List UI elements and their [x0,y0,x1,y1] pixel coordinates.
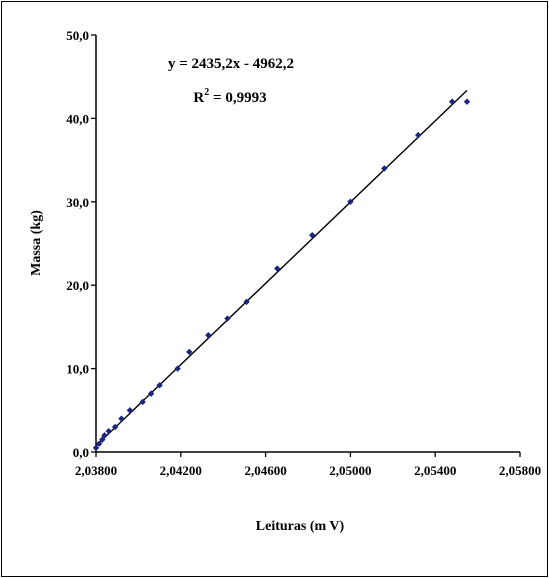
data-point [95,440,103,447]
x-axis-label: Leituras (m V) [256,519,345,534]
r-squared-label: R2 = 0,9993 [193,87,266,106]
y-tick-label: 30,0 [66,195,89,210]
y-tick-label: 0,0 [73,445,89,460]
data-point [139,398,146,406]
x-tick-labels: 2,03800 2,04200 2,04600 2,05000 2,05400 2,058… [75,463,541,478]
data-point [101,432,108,439]
data-point [205,332,212,339]
data-point [111,423,119,431]
trendline-equation: y = 2435,2x - 4962,2 [168,56,294,72]
x-tick-label: 2,04200 [160,463,202,478]
x-tick-label: 2,05000 [329,463,371,478]
data-point [243,298,250,306]
trendline [93,89,468,449]
data-point [118,415,125,422]
data-point [381,165,388,172]
y-tick-labels: 0,0 10,0 20,0 30,0 40,0 50,0 [66,28,89,460]
y-tick-label: 10,0 [66,362,89,377]
y-tick-label: 40,0 [66,111,89,126]
data-point [186,348,193,356]
data-point [224,315,231,322]
trendline-group [93,89,468,449]
data-point [156,382,163,389]
y-axis-label: Massa (kg) [29,210,44,276]
data-point [126,407,134,414]
r-squared-superscript: 2 [204,87,209,98]
data-point [463,98,471,105]
r-squared-symbol: R [193,90,204,106]
data-point [448,98,456,105]
y-tick-label: 50,0 [66,28,89,43]
x-tick-label: 2,05400 [414,463,456,478]
x-tick-label: 2,04600 [244,463,286,478]
x-tick-label: 2,03800 [75,463,117,478]
data-points [92,98,471,452]
data-point [274,265,281,272]
data-point [309,231,316,239]
x-tick-label: 2,05800 [499,463,541,478]
y-tick-label: 20,0 [66,278,89,293]
data-point [147,390,155,397]
data-point [415,131,422,139]
data-point [174,365,181,372]
r-squared-value: = 0,9993 [209,90,266,106]
data-point [92,444,100,452]
data-point [347,198,354,205]
axes [91,34,521,457]
data-point [105,427,112,435]
